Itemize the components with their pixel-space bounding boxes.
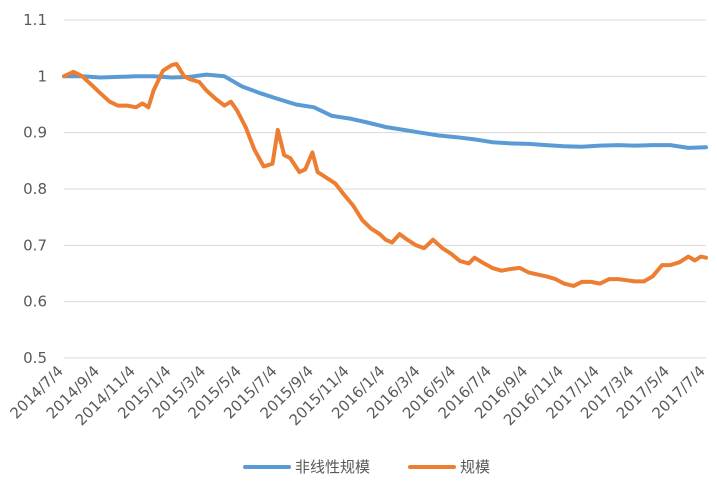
y-tick-label: 0.8 — [23, 180, 47, 198]
x-axis-ticks: 2014/7/42014/9/42014/11/42015/1/42015/3/… — [6, 362, 708, 429]
legend-label-2: 规模 — [460, 458, 490, 476]
series-line-2 — [62, 61, 708, 288]
y-tick-label: 1.1 — [23, 11, 47, 29]
series-lines — [62, 61, 708, 288]
y-tick-label: 0.6 — [23, 293, 47, 311]
y-axis-ticks: 0.5 0.6 0.7 0.8 0.9 1 1.1 — [23, 11, 47, 367]
legend: 非线性规模 规模 — [243, 458, 490, 476]
y-tick-label: 0.5 — [23, 349, 47, 367]
y-tick-label: 0.9 — [23, 124, 47, 142]
legend-label-1: 非线性规模 — [295, 458, 370, 476]
y-tick-label: 1 — [37, 67, 47, 85]
gridlines — [64, 19, 706, 359]
series-line-1 — [62, 72, 708, 150]
y-tick-label: 0.7 — [23, 236, 47, 254]
